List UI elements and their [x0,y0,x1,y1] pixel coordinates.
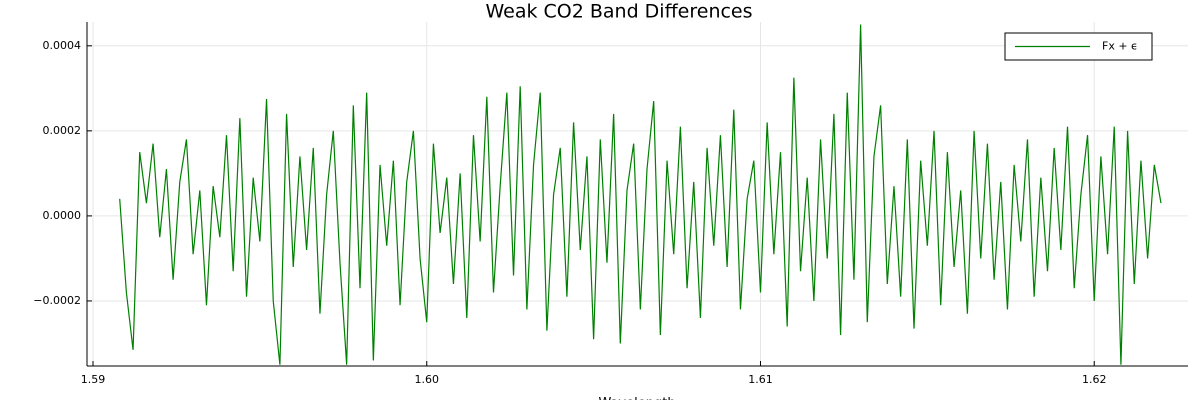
legend-label: Fx + ϵ [1102,40,1138,53]
data-line [119,24,1162,365]
x-tick-label: 1.60 [414,373,439,386]
x-tick-label: 1.62 [1082,373,1107,386]
x-tick-label: 1.61 [748,373,773,386]
y-tick-label: 0.0004 [43,39,82,52]
y-tick-label: 0.0002 [43,124,82,137]
y-tick-label: −0.0002 [33,294,81,307]
x-axis-title: Wavelength [598,396,675,400]
x-tick-label: 1.59 [81,373,106,386]
chart-title: Weak CO2 Band Differences [485,1,752,23]
y-tick-label: 0.0000 [43,209,82,222]
